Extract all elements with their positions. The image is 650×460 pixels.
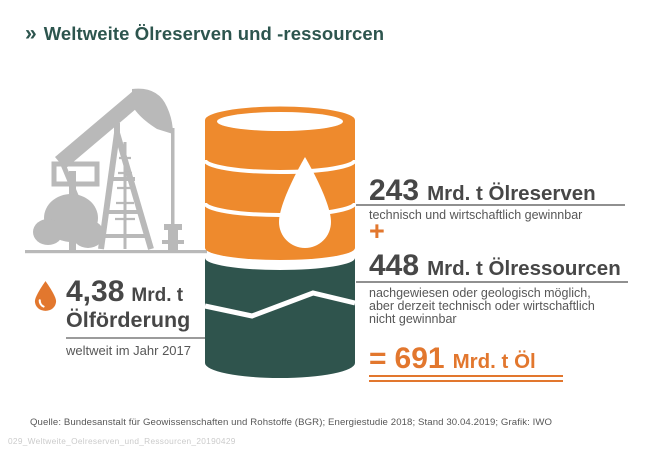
resources-note-line1: nachgewiesen oder geologisch möglich, <box>369 286 591 300</box>
total-double-underline <box>369 375 563 382</box>
resources-note-line3: nicht gewinnbar <box>369 312 457 326</box>
title-text: Weltweite Ölreserven und -ressourcen <box>43 23 385 44</box>
oil-drop-icon <box>34 281 57 311</box>
source-credit: Quelle: Bundesanstalt für Geowissenschaf… <box>30 417 553 428</box>
resources-note: nachgewiesen oder geologisch möglich, ab… <box>369 287 595 326</box>
resources-value: 448 <box>369 249 420 282</box>
production-label: Ölförderung <box>66 308 191 332</box>
resources-note-line2: aber derzeit technisch oder wirtschaftli… <box>369 299 595 313</box>
total-unit: Mrd. t Öl <box>452 350 536 373</box>
drop-glyph <box>279 157 331 248</box>
resources-stat: 448 Mrd. t Ölressourcen <box>369 251 621 281</box>
plus-icon: + <box>369 216 385 246</box>
reserves-stat: 243 Mrd. t Ölreserven <box>369 176 596 206</box>
resources-underline <box>356 281 628 283</box>
reserves-unit: Mrd. t Ölreserven <box>427 182 596 205</box>
reserves-note: technisch und wirtschaftlich gewinnbar <box>369 208 583 222</box>
production-unit: Mrd. t <box>131 285 184 306</box>
production-note: weltweit im Jahr 2017 <box>66 342 191 358</box>
double-chevron-icon: » <box>25 22 37 45</box>
reserves-value: 243 <box>369 174 420 207</box>
file-id-label: 029_Weltweite_Oelreserven_und_Ressourcen… <box>8 436 236 446</box>
production-value: 4,38 <box>66 275 125 308</box>
total-stat: = 691 Mrd. t Öl <box>369 344 536 374</box>
resources-unit: Mrd. t Ölressourcen <box>427 257 621 280</box>
production-underline <box>66 336 205 339</box>
page-title: » Weltweite Ölreserven und -ressourcen <box>25 23 384 45</box>
equals-sign: = <box>369 342 387 375</box>
oil-barrel-icon <box>203 106 357 378</box>
total-value: 691 <box>394 342 445 375</box>
reserves-underline <box>356 204 625 206</box>
production-stat: 4,38 Mrd. t Ölförderung weltweit im Jahr… <box>66 277 226 358</box>
pumpjack-icon <box>25 88 207 254</box>
